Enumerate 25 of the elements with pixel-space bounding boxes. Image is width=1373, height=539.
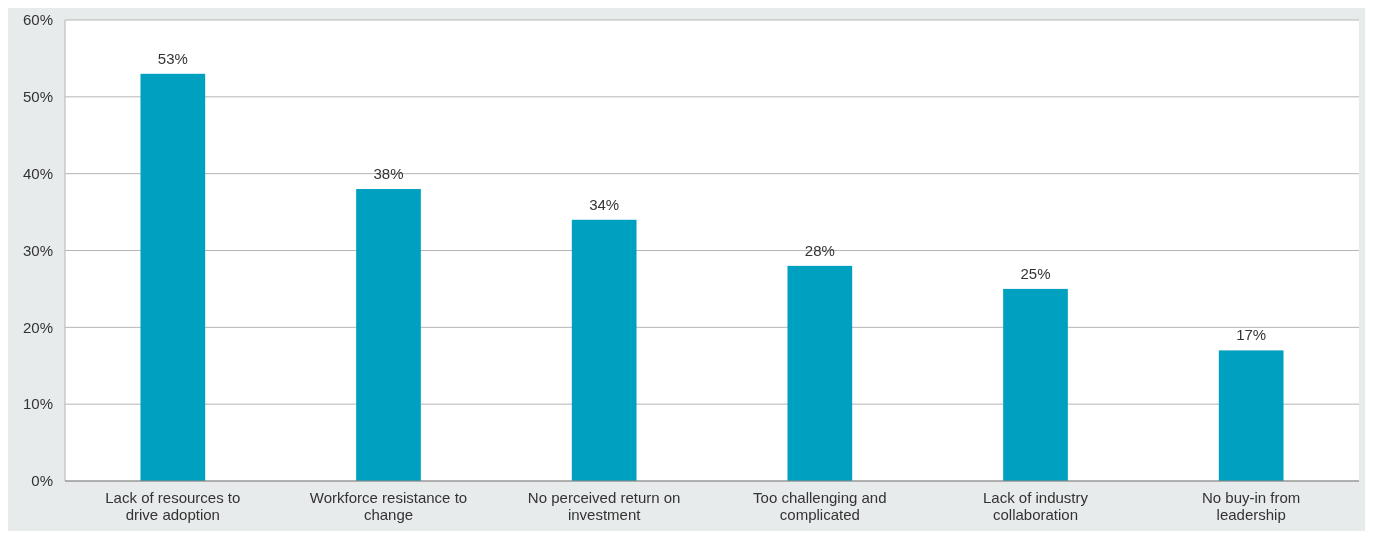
data-label: 53% (157, 49, 188, 67)
y-tick-label: 30% (22, 241, 53, 259)
y-tick-label: 20% (22, 318, 53, 336)
data-label: 28% (804, 241, 835, 259)
y-tick-label: 60% (22, 11, 53, 29)
bar (1003, 288, 1068, 481)
x-tick-label: Lack of industry collaboration (982, 489, 1089, 523)
bar (1218, 350, 1284, 481)
y-tick-label: 0% (31, 472, 53, 490)
bar (787, 265, 853, 481)
x-tick-label: No buy-in from leadership (1201, 489, 1301, 523)
data-label: 17% (1236, 326, 1267, 344)
data-label: 25% (1020, 264, 1051, 282)
x-tick-label: Workforce resistance to change (309, 489, 468, 523)
x-tick-label: Too challenging and complicated (753, 489, 887, 523)
x-tick-label: Lack of resources to drive adoption (105, 489, 241, 523)
bar (140, 73, 206, 481)
x-tick-label: No perceived return on investment (527, 489, 681, 523)
bar (356, 189, 421, 481)
bar (571, 219, 637, 481)
data-label: 38% (373, 165, 404, 183)
data-label: 34% (589, 195, 620, 213)
y-tick-label: 40% (22, 164, 53, 182)
y-tick-label: 50% (22, 88, 53, 106)
y-tick-label: 10% (22, 395, 53, 413)
